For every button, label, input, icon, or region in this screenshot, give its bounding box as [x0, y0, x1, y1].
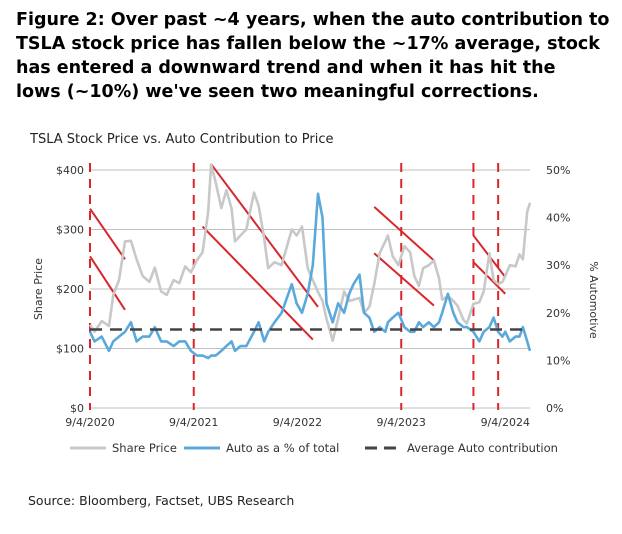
x-tick-label: 9/4/2023 [377, 416, 426, 429]
trend-line [89, 255, 126, 311]
trend-line [472, 261, 506, 295]
y2-tick-label: 50% [546, 164, 570, 177]
legend: Share Price Auto as a % of total Average A… [70, 441, 558, 455]
tick-labels: $0 $100 $200 $300 $400 0% 10% 20% 30% 40% 50% 9/4/2… [32, 164, 600, 429]
y2-tick-label: 0% [546, 402, 563, 415]
x-tick-label: 9/4/2021 [169, 416, 218, 429]
y-axis-label: Share Price [32, 258, 45, 320]
auto-percent-line [88, 192, 532, 360]
x-tick-label: 9/4/2022 [273, 416, 322, 429]
x-tick-label: 9/4/2024 [481, 416, 530, 429]
y2-tick-label: 40% [546, 212, 570, 225]
trend-line [373, 252, 435, 307]
y2-axis-label: % Automotive [587, 261, 600, 339]
y-tick-label: $0 [70, 402, 84, 415]
y2-tick-label: 10% [546, 354, 570, 367]
trend-line [201, 225, 314, 341]
y-tick-label: $300 [56, 224, 84, 237]
gridlines [90, 169, 530, 409]
figure-title: Figure 2: Over past ~4 years, when the a… [16, 8, 612, 104]
y-tick-label: $400 [56, 164, 84, 177]
figure-title-line: has entered a downward trend and when it… [16, 58, 556, 78]
y2-tick-label: 30% [546, 259, 570, 272]
y-tick-label: $100 [56, 343, 84, 356]
figure-title-line: lows (~10%) we've seen two meaningful co… [16, 82, 539, 102]
y2-tick-label: 20% [546, 307, 570, 320]
share-price-line [88, 163, 532, 343]
legend-label: Auto as a % of total [226, 441, 339, 455]
x-tick-label: 9/4/2020 [65, 416, 114, 429]
correction-markers [89, 163, 507, 410]
source-note: Source: Bloomberg, Factset, UBS Research [28, 493, 295, 508]
trend-line [89, 208, 126, 260]
figure-title-line: TSLA stock price has fallen below the ~1… [16, 34, 600, 54]
legend-label: Average Auto contribution [407, 441, 558, 455]
trend-line [373, 206, 435, 262]
legend-label: Share Price [112, 441, 177, 455]
y-tick-label: $200 [56, 283, 84, 296]
figure-title-line: Figure 2: Over past ~4 years, when the a… [16, 10, 610, 30]
chart-title: TSLA Stock Price vs. Auto Contribution t… [30, 132, 334, 147]
series-lines [88, 163, 532, 360]
